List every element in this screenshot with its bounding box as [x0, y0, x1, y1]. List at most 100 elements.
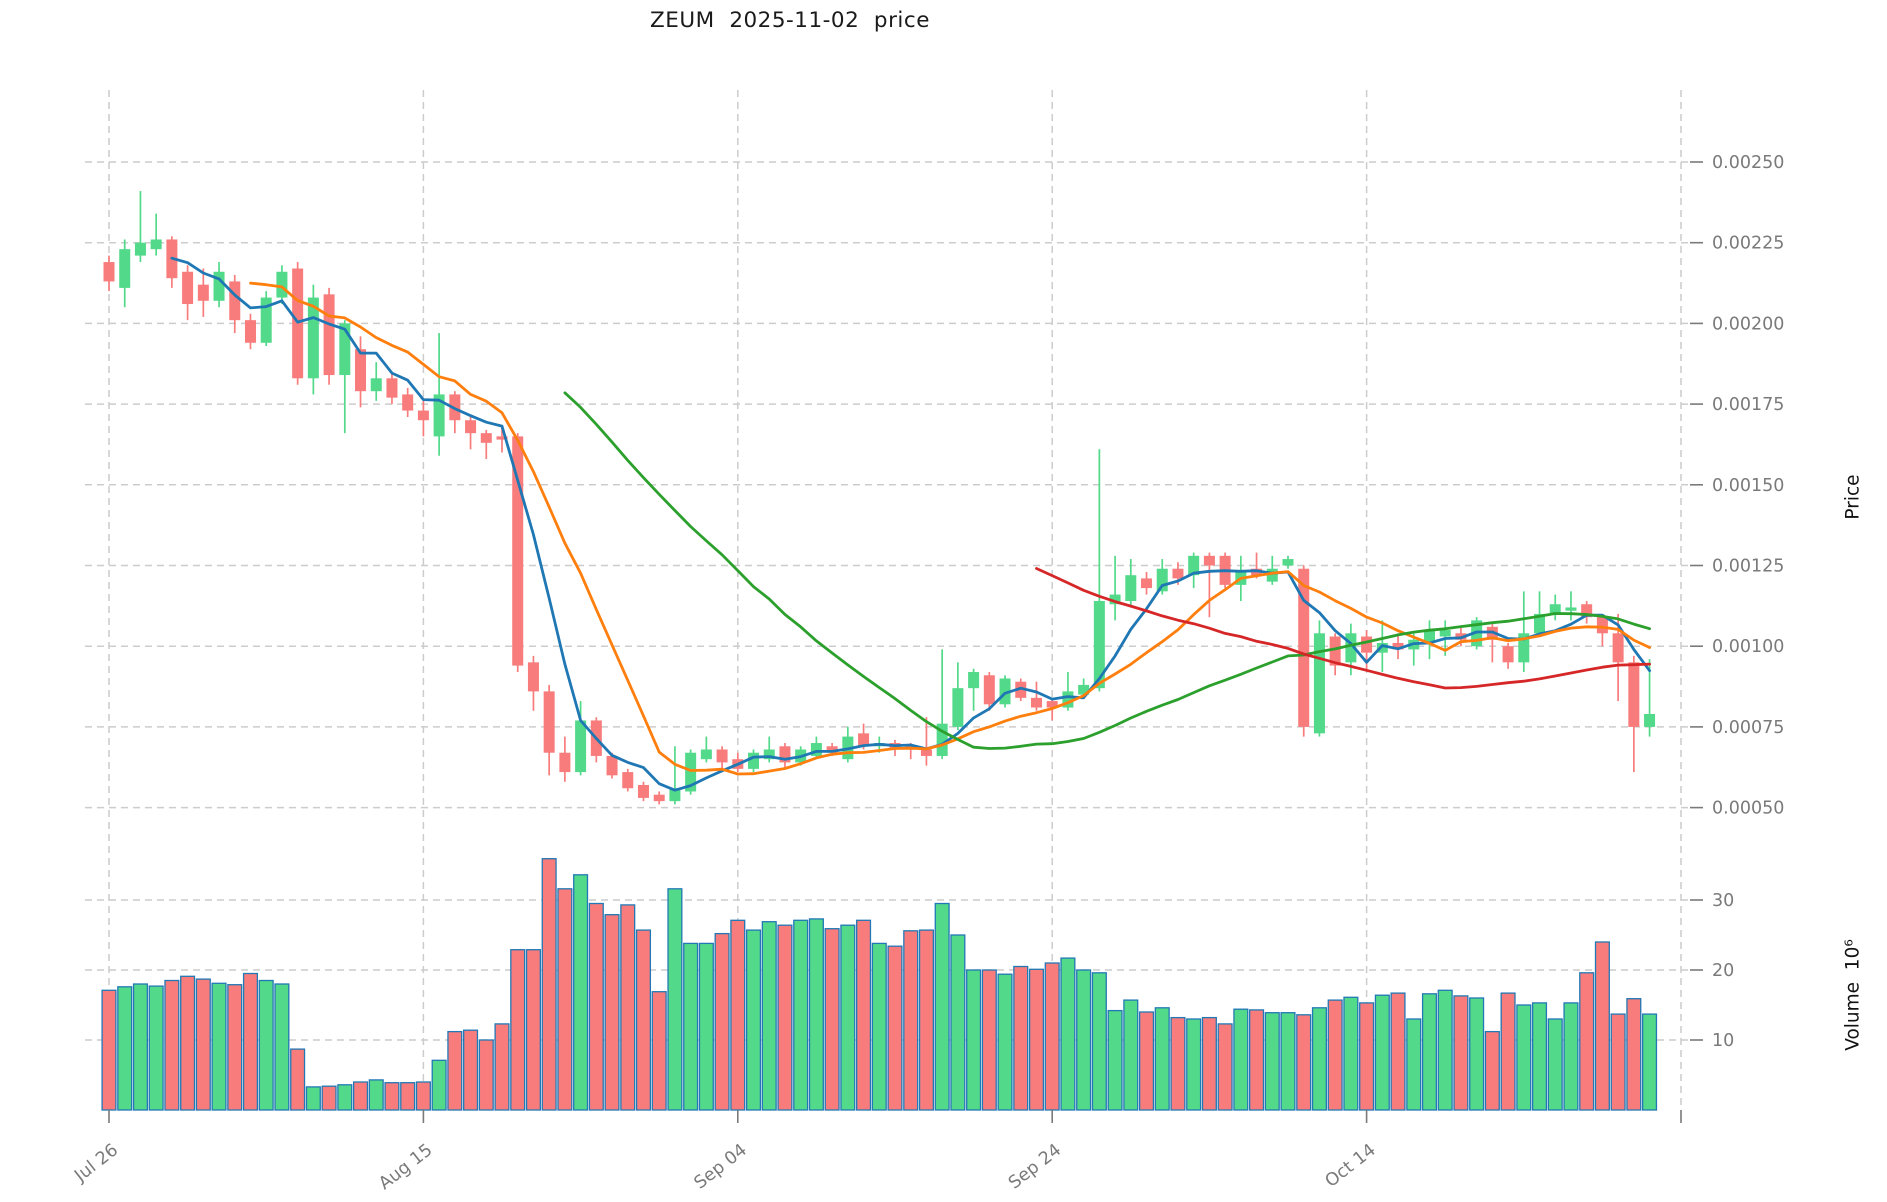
- volume-bar: [557, 888, 573, 1111]
- volume-bar: [211, 982, 227, 1111]
- volume-bar: [415, 1081, 431, 1111]
- price-axis-title: Price: [1842, 474, 1864, 520]
- volume-bar: [431, 1059, 447, 1111]
- candle-body: [575, 720, 587, 773]
- candle-body: [1015, 681, 1027, 698]
- volume-bar: [651, 991, 667, 1111]
- volume-bar: [337, 1084, 353, 1111]
- price-tick-label: 0.00150: [1712, 476, 1784, 496]
- volume-bar: [384, 1082, 400, 1111]
- candle-body: [1439, 630, 1451, 637]
- candle-body: [1078, 684, 1090, 695]
- volume-bar: [1076, 969, 1092, 1111]
- volume-bar: [1453, 995, 1469, 1111]
- volume-bar: [1421, 993, 1438, 1111]
- candle-body: [276, 271, 288, 298]
- candle-body: [622, 772, 634, 789]
- volume-bar: [1500, 992, 1516, 1111]
- candle-body: [323, 294, 335, 376]
- candle-body: [1644, 713, 1656, 727]
- candle-body: [1423, 630, 1435, 643]
- candle-bodies: [103, 239, 1656, 802]
- candle-body: [1549, 604, 1561, 614]
- volume-bar: [447, 1030, 463, 1111]
- price-tick-label: 0.00175: [1712, 395, 1784, 415]
- volume-bar: [132, 983, 148, 1111]
- volume-bar: [1374, 994, 1390, 1111]
- candle-body: [1188, 555, 1200, 576]
- volume-bar: [1626, 998, 1642, 1111]
- volume-bar: [856, 919, 872, 1111]
- volume-tick-label: 20: [1712, 961, 1734, 981]
- candle-body: [1376, 642, 1388, 653]
- volume-bar: [1469, 997, 1485, 1111]
- candle-wicks: [108, 191, 1651, 805]
- candle-body: [1141, 578, 1153, 589]
- volume-bar: [667, 888, 683, 1111]
- volume-bar: [808, 918, 824, 1111]
- price-tick-label: 0.00100: [1712, 637, 1784, 657]
- candle-body: [543, 691, 555, 753]
- candle-body: [700, 749, 712, 760]
- candle-body: [134, 242, 146, 256]
- candle-body: [386, 378, 398, 398]
- candle-body: [637, 785, 649, 798]
- volume-bar: [242, 972, 259, 1111]
- candle-body: [779, 746, 791, 763]
- volume-bar: [478, 1039, 494, 1111]
- candle-body: [1030, 697, 1042, 708]
- volume-bar: [714, 932, 730, 1111]
- price-tick-label: 0.00225: [1712, 234, 1784, 254]
- volume-bar: [290, 1048, 306, 1111]
- candle-body: [103, 262, 115, 282]
- candle-body: [1392, 642, 1404, 650]
- chart-title: ZEUM 2025-11-02 price: [650, 8, 930, 33]
- volume-bar: [1296, 1014, 1312, 1111]
- volume-bar: [1170, 1016, 1186, 1111]
- candle-body: [1628, 662, 1640, 727]
- candle-body: [197, 284, 209, 301]
- candle-body: [1565, 607, 1577, 611]
- volume-bar: [824, 928, 840, 1111]
- candle-body: [763, 749, 775, 760]
- volume-bar: [1138, 1011, 1155, 1111]
- volume-bar: [1201, 1016, 1217, 1111]
- candle-body: [339, 323, 351, 376]
- volume-bar: [1186, 1018, 1202, 1111]
- candle-body: [229, 281, 241, 321]
- volume-bars: [101, 858, 1658, 1111]
- volume-bar: [1547, 1018, 1563, 1111]
- candle-body: [119, 249, 131, 288]
- candle-body: [952, 688, 964, 727]
- volume-bar: [525, 949, 541, 1111]
- candle-body: [1345, 633, 1357, 663]
- volume-bar: [966, 969, 982, 1111]
- volume-bar: [635, 929, 652, 1111]
- volume-bar: [195, 978, 211, 1111]
- volume-bar: [148, 985, 164, 1111]
- volume-bar: [730, 919, 746, 1111]
- volume-bar: [1123, 999, 1139, 1111]
- candle-body: [496, 436, 508, 440]
- ma-10-line: [249, 281, 1651, 776]
- volume-bar: [1249, 1009, 1265, 1111]
- candle-body: [402, 394, 414, 411]
- candle-body: [307, 297, 319, 379]
- price-tick-label: 0.00075: [1712, 718, 1784, 738]
- date-tick-label: Sep 24: [1005, 1140, 1065, 1193]
- candle-body: [512, 436, 524, 666]
- candle-body: [355, 349, 367, 392]
- candle-body: [1612, 633, 1624, 663]
- volume-bar: [352, 1081, 369, 1111]
- candle-body: [1109, 594, 1121, 605]
- candle-body: [1172, 568, 1184, 579]
- price-tick-label: 0.00050: [1712, 799, 1784, 819]
- candle-body: [920, 749, 932, 756]
- candle-body: [653, 794, 665, 802]
- volume-bar: [258, 979, 274, 1111]
- candle-body: [213, 271, 225, 301]
- candle-body: [1313, 633, 1325, 734]
- volume-bar: [745, 929, 762, 1111]
- date-tick-label: Sep 04: [691, 1140, 751, 1193]
